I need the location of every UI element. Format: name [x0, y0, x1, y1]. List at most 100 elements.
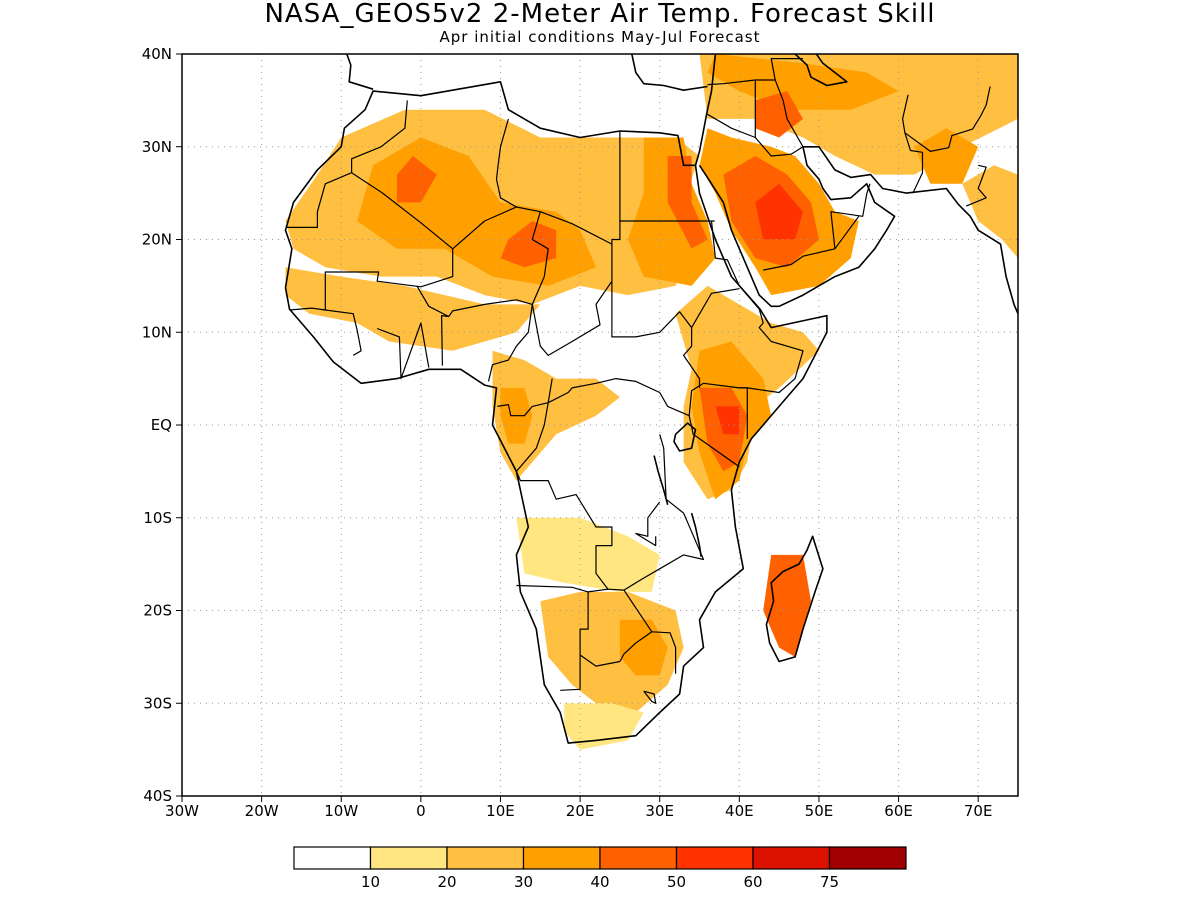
skill-region-egypt-sudan-30	[627, 137, 716, 286]
coastline-arabia-coast	[694, 54, 717, 166]
coastline-black-sea-south	[644, 40, 752, 45]
border-b16	[560, 434, 705, 691]
border-b32	[707, 79, 756, 86]
border-b12	[739, 387, 748, 439]
coastline-madagascar-coast	[765, 535, 824, 663]
lon-tick-label: 30E	[645, 802, 674, 820]
border-b37	[830, 183, 871, 250]
border-b20	[619, 631, 653, 662]
colorbar-label: 40	[590, 873, 609, 891]
coastline-layer	[284, 40, 1018, 744]
border-b35	[904, 86, 991, 152]
skill-region-algeria-core	[397, 156, 437, 203]
colorbar-label: 50	[667, 873, 686, 891]
border-b25	[325, 309, 362, 356]
colorbar-swatch	[828, 846, 907, 870]
border-b9	[710, 220, 760, 310]
lat-tick-label: 10S	[143, 509, 172, 527]
border-b38	[763, 248, 836, 271]
colorbar: 10 20 30 40 50 60 75	[293, 846, 907, 891]
skill-region-pakistan-30	[914, 128, 979, 184]
skill-region-congo-west	[492, 350, 620, 481]
lon-tick-label: 10E	[486, 802, 515, 820]
border-b17	[515, 471, 613, 590]
map-subtitle: Apr initial conditions May-Jul Forecast	[439, 28, 761, 46]
border-b27	[441, 315, 449, 366]
border-b19	[623, 589, 677, 674]
skill-region-sahel-west	[285, 267, 541, 351]
lat-tick-label: 40N	[142, 45, 172, 63]
lon-tick-label: 10W	[324, 802, 358, 820]
border-b33	[770, 57, 803, 81]
coastline-africa-coast	[284, 81, 828, 744]
colorbar-swatch	[293, 846, 372, 870]
lat-tick-label: 20N	[142, 231, 172, 249]
border-b6	[619, 131, 715, 222]
border-b22	[643, 690, 657, 704]
map-title: NASA_GEOS5v2 2-Meter Air Temp. Forecast …	[264, 0, 936, 29]
colorbar-swatch	[369, 846, 448, 870]
skill-region-cape	[564, 703, 644, 750]
border-b36	[965, 164, 987, 207]
coastline-med-north	[346, 54, 374, 90]
lon-tick-label: 40E	[725, 802, 754, 820]
border-b5	[495, 118, 517, 208]
colorbar-label: 20	[437, 873, 456, 891]
coastline-lake-victoria	[673, 422, 697, 452]
lon-tick-label: 20W	[245, 802, 279, 820]
lat-tick-label: 30S	[143, 694, 172, 712]
lat-tick-label: 20S	[143, 602, 172, 620]
lon-tick-label: 70E	[964, 802, 993, 820]
lon-tick-label: 60E	[884, 802, 913, 820]
coastline-caspian	[794, 54, 848, 87]
gridlines	[182, 54, 1018, 796]
border-b28	[487, 304, 533, 382]
lat-tick-label: 30N	[142, 138, 172, 156]
border-layer	[285, 57, 991, 704]
border-b34	[901, 94, 924, 194]
border-b30	[707, 113, 804, 157]
lat-tick-label: EQ	[151, 416, 172, 434]
colorbar-swatch	[675, 846, 754, 870]
colorbar-label: 30	[514, 873, 533, 891]
lon-tick-label: 30W	[165, 802, 199, 820]
colorbar-swatch	[522, 846, 601, 870]
border-b4	[531, 211, 549, 305]
lon-tick-label: 50E	[805, 802, 834, 820]
colorbar-swatch	[752, 846, 831, 870]
skill-region-angola-zambia	[516, 517, 660, 592]
colorbar-label: 10	[361, 873, 380, 891]
skill-region-kenya-hot	[715, 406, 740, 435]
colorbar-label: 60	[743, 873, 762, 891]
lat-tick-label: 40S	[143, 787, 172, 805]
skill-region-madagascar	[763, 554, 811, 657]
skill-region-niger-chad-core	[500, 221, 557, 268]
border-b13	[688, 382, 740, 468]
border-b15	[515, 402, 549, 472]
colorbar-swatch	[446, 846, 525, 870]
border-b24	[289, 287, 326, 311]
border-b18	[516, 584, 589, 593]
lon-tick-label: 0	[416, 802, 426, 820]
skill-region-southern-africa-30	[619, 619, 668, 676]
skill-region-egypt-east-core	[667, 156, 708, 249]
border-b10	[691, 288, 740, 328]
lat-tick-label: 10N	[142, 323, 172, 341]
coastline-turkey-south	[631, 54, 708, 91]
border-b21	[579, 654, 621, 667]
lon-tick-label: 20E	[566, 802, 595, 820]
colorbar-label: 75	[820, 873, 839, 891]
colorbar-swatch	[599, 846, 678, 870]
border-b2	[324, 172, 454, 288]
coastline-arabia-red-sea	[698, 146, 896, 308]
border-b8	[611, 281, 701, 388]
skill-region-arabia-hot	[755, 183, 803, 240]
skill-region-india-west	[962, 165, 1018, 259]
border-b31	[754, 79, 804, 148]
border-b29	[497, 402, 549, 417]
border-b14	[547, 378, 690, 417]
border-b7	[611, 221, 621, 245]
border-b26	[376, 322, 430, 380]
